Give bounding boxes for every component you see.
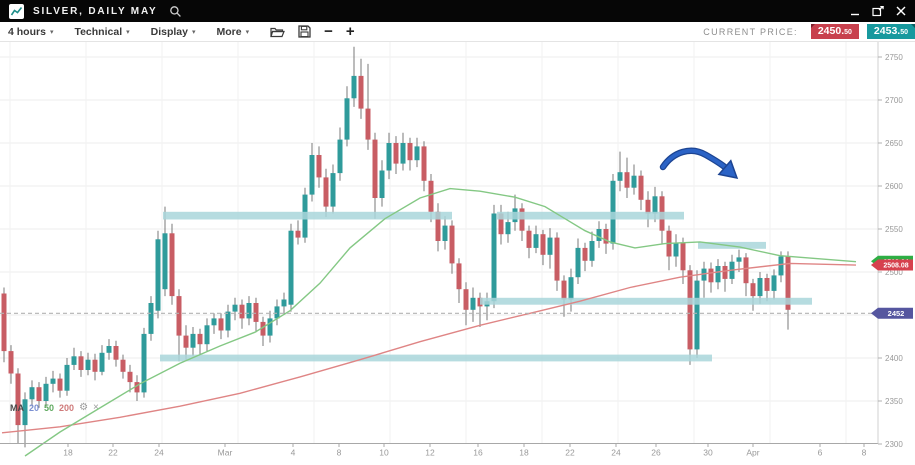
svg-text:2300: 2300 (885, 440, 903, 449)
technical-dropdown[interactable]: Technical ▾ (74, 25, 130, 38)
svg-text:2600: 2600 (885, 182, 903, 191)
axes (0, 42, 879, 444)
svg-text:2350: 2350 (885, 397, 903, 406)
app-logo-icon (9, 3, 24, 19)
save-icon[interactable] (298, 25, 311, 38)
svg-text:2750: 2750 (885, 53, 903, 62)
svg-text:4: 4 (291, 448, 296, 458)
chart-symbol-title: SILVER, DAILY MAY (33, 5, 158, 17)
timeframe-dropdown[interactable]: 4 hours ▾ (8, 25, 54, 38)
svg-text:22: 22 (565, 448, 575, 458)
ma-period-200: 200 (59, 403, 75, 413)
price-axis: 2300235024002450250025502600265027002750 (878, 53, 903, 449)
svg-text:10: 10 (379, 448, 389, 458)
svg-text:26: 26 (651, 448, 661, 458)
svg-text:8: 8 (337, 448, 342, 458)
svg-text:16: 16 (473, 448, 483, 458)
display-dropdown[interactable]: Display ▾ (150, 25, 196, 38)
svg-text:2400: 2400 (885, 354, 903, 363)
more-dropdown[interactable]: More ▾ (216, 25, 250, 38)
ma200 (1, 262, 857, 434)
chart-area: 2300235024002450250025502600265027002750… (0, 42, 915, 465)
chart-toolbar: 4 hours ▾ Technical ▾ Display ▾ More ▾ −… (0, 22, 915, 42)
svg-text:18: 18 (63, 448, 73, 458)
svg-text:18: 18 (519, 448, 529, 458)
trend-arrow-annotation (659, 147, 739, 179)
svg-text:30: 30 (703, 448, 713, 458)
svg-text:22: 22 (108, 448, 118, 458)
svg-text:12: 12 (425, 448, 435, 458)
svg-text:Apr: Apr (746, 448, 759, 458)
svg-text:24: 24 (154, 448, 164, 458)
support-resistance-zones (160, 211, 812, 362)
ask-price-badge: 2453.50 (866, 24, 915, 39)
grid-lines (0, 42, 878, 444)
candlestick-chart-canvas[interactable]: 2300235024002450250025502600265027002750… (0, 42, 915, 465)
chevron-down-icon: ▾ (245, 29, 250, 36)
svg-text:2500: 2500 (885, 268, 903, 277)
ma-legend: MA 20 50 200 ⚙ × (10, 402, 99, 414)
ma50-line (24, 187, 857, 457)
search-icon[interactable] (169, 5, 182, 18)
bid-price-badge: 2450.50 (810, 24, 859, 39)
svg-text:24: 24 (611, 448, 621, 458)
close-button[interactable] (896, 6, 906, 16)
chevron-down-icon: ▾ (126, 29, 130, 36)
candlestick-series (1, 46, 791, 448)
zoom-in-button[interactable]: + (345, 23, 355, 40)
svg-text:2550: 2550 (885, 225, 903, 234)
ma-period-50: 50 (44, 403, 55, 413)
ma-period-20: 20 (29, 403, 40, 413)
ma50 (24, 187, 857, 457)
time-axis: 18 22 24 Mar 4 8 10 12 16 18 22 24 26 30 Apr 6 8 (63, 443, 867, 458)
ma-legend-label: MA (10, 403, 24, 413)
zoom-out-button[interactable]: − (324, 23, 333, 40)
svg-text:6: 6 (818, 448, 823, 458)
current-price-label: CURRENT PRICE: (703, 26, 798, 37)
chevron-down-icon: ▾ (49, 29, 54, 36)
chevron-down-icon: ▾ (191, 29, 196, 36)
ma200-line (1, 262, 857, 434)
window-controls (850, 5, 906, 17)
svg-text:Mar: Mar (218, 448, 233, 458)
svg-text:2452: 2452 (888, 309, 905, 318)
svg-text:2700: 2700 (885, 96, 903, 105)
legend-close-icon[interactable]: × (93, 402, 99, 413)
svg-text:2650: 2650 (885, 139, 903, 148)
window-titlebar: SILVER, DAILY MAY (0, 0, 915, 22)
svg-text:8: 8 (862, 448, 867, 458)
svg-text:2508.08: 2508.08 (883, 263, 908, 270)
gear-icon[interactable]: ⚙ (79, 402, 89, 413)
price-tag (871, 259, 913, 271)
folder-icon[interactable] (270, 26, 285, 38)
popout-button[interactable] (872, 5, 884, 17)
minimize-button[interactable] (850, 6, 860, 16)
price-tag (871, 307, 913, 319)
